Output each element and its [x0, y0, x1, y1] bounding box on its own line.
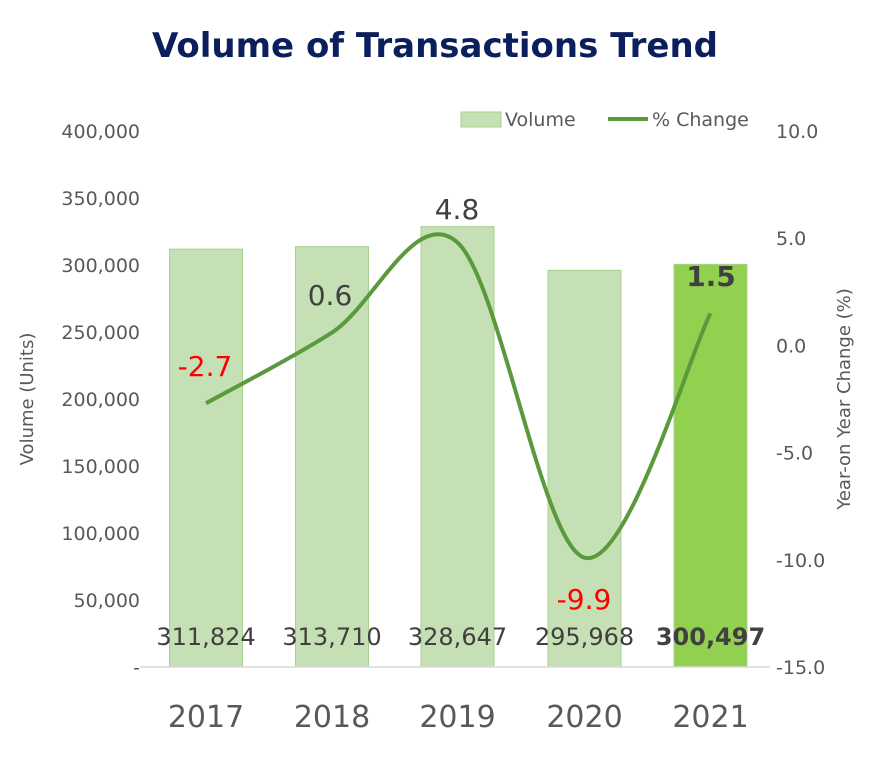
legend-change-label: % Change — [652, 109, 749, 131]
volume-value-label: 313,710 — [282, 623, 381, 651]
legend-volume-swatch — [460, 111, 502, 128]
y-tick-label: 150,000 — [61, 456, 140, 478]
legend: Volume % Change — [460, 109, 749, 131]
change-labels: -2.7 0.6 4.8 -9.9 1.5 — [178, 193, 736, 616]
y2-tick-label: 0.0 — [776, 335, 806, 357]
y2-tick-label: 10.0 — [776, 121, 818, 143]
y-tick-label: 100,000 — [61, 523, 140, 545]
volume-value-label: 295,968 — [535, 623, 634, 651]
change-line-path — [205, 232, 713, 560]
y2-axis-title: Year-on Year Change (%) — [834, 288, 855, 511]
y-axis-ticks: - 50,000 100,000 150,000 200,000 250,000 300,0… — [61, 121, 140, 679]
legend-volume-label: Volume — [505, 109, 576, 131]
x-category-label: 2020 — [546, 700, 622, 735]
x-category-label: 2017 — [168, 700, 244, 735]
y2-tick-label: -5.0 — [776, 443, 813, 465]
change-value-label: 4.8 — [435, 193, 480, 226]
y-axis-title: Volume (Units) — [17, 333, 38, 466]
y-tick-label: 300,000 — [61, 255, 140, 277]
change-line — [205, 232, 713, 560]
y2-axis-ticks: -15.0 -10.0 -5.0 0.0 5.0 10.0 — [776, 121, 825, 679]
change-value-label: 1.5 — [686, 260, 736, 293]
y-tick-label: 350,000 — [61, 188, 140, 210]
volume-value-label: 311,824 — [156, 623, 255, 651]
y-tick-label: 400,000 — [61, 121, 140, 143]
y-tick-label: 250,000 — [61, 322, 140, 344]
bar-2021 — [673, 263, 748, 668]
change-value-label: 0.6 — [308, 279, 353, 312]
y-tick-label: - — [133, 657, 140, 679]
volume-value-label: 328,647 — [408, 623, 507, 651]
volume-value-label: 300,497 — [656, 623, 765, 651]
bar-2018 — [295, 246, 369, 668]
change-value-label: -9.9 — [557, 583, 612, 616]
y-tick-label: 50,000 — [74, 590, 140, 612]
y2-tick-label: 5.0 — [776, 228, 806, 250]
bar-2020 — [547, 269, 622, 668]
x-axis-categories: 2017 2018 2019 2020 2021 — [168, 700, 749, 735]
x-category-label: 2021 — [672, 700, 748, 735]
x-category-label: 2019 — [419, 700, 495, 735]
x-category-label: 2018 — [294, 700, 370, 735]
y2-tick-label: -15.0 — [776, 657, 825, 679]
bar-2017 — [169, 248, 243, 668]
y-tick-label: 200,000 — [61, 389, 140, 411]
change-value-label: -2.7 — [178, 350, 233, 383]
volume-labels: 311,824 313,710 328,647 295,968 300,497 — [156, 623, 765, 651]
chart-title: Volume of Transactions Trend — [152, 26, 718, 66]
bars — [169, 226, 748, 668]
y2-tick-label: -10.0 — [776, 550, 825, 572]
